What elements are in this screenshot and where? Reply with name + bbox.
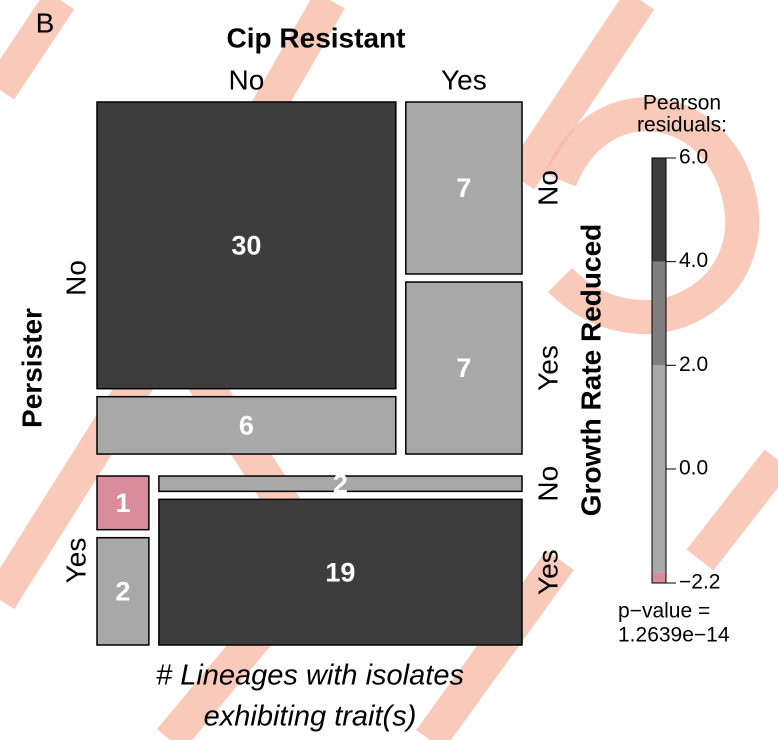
legend-title: residuals: [637,114,727,137]
watermark-stroke [416,550,574,740]
watermark-stroke [686,449,778,571]
third-variable-label: Growth Rate Reduced [575,224,606,516]
column-level-label: No [229,64,265,95]
legend-tick-label: 2.0 [679,353,708,376]
row-level-label: No [60,260,91,296]
cell-value-label: 19 [325,557,355,587]
mosaic-cell [158,498,523,646]
caption: # Lineages with isolates [156,660,464,692]
legend-band [652,261,666,366]
third-level-label: Yes [532,345,563,391]
cell-value-label: 7 [456,173,471,203]
column-variable-label: Cip Resistant [227,22,406,53]
row-variable-label: Persister [16,308,47,428]
legend-band [652,572,666,583]
row-level-label: Yes [60,538,91,584]
legend-tick-label: 6.0 [679,146,708,169]
mosaic-cell [96,101,397,390]
watermark-stroke [0,0,75,100]
legend-tick-label: −2.2 [679,571,720,594]
watermark-stroke [505,0,655,190]
third-level-label: No [532,170,563,206]
mosaic-cell [96,536,150,646]
cell-value-label: 30 [231,230,261,260]
panel-label: B [36,7,55,38]
cell-value-label: 2 [115,576,130,606]
legend-tick-label: 0.0 [679,457,708,480]
cell-value-label: 2 [333,469,348,499]
p-value-label: 1.2639e−14 [618,624,730,647]
legend-band [652,158,666,262]
third-level-label: No [532,466,563,502]
legend-title: Pearson [643,92,721,115]
legend-tick-label: 4.0 [679,249,708,272]
p-value-label: p−value = [618,600,710,623]
mosaic-cell [158,475,523,493]
third-level-label: Yes [532,549,563,595]
watermark-stroke [544,97,760,335]
legend-band [652,365,666,573]
mosaic-cell [405,281,523,455]
cell-value-label: 7 [456,353,471,383]
mosaic-cell [96,475,150,531]
column-level-label: Yes [441,64,487,95]
cell-value-label: 1 [115,488,130,518]
mosaic-cell [405,101,523,275]
legend-frame [651,157,667,584]
mosaic-cell [96,395,397,455]
cell-value-label: 6 [239,410,254,440]
caption: exhibiting trait(s) [204,701,417,733]
